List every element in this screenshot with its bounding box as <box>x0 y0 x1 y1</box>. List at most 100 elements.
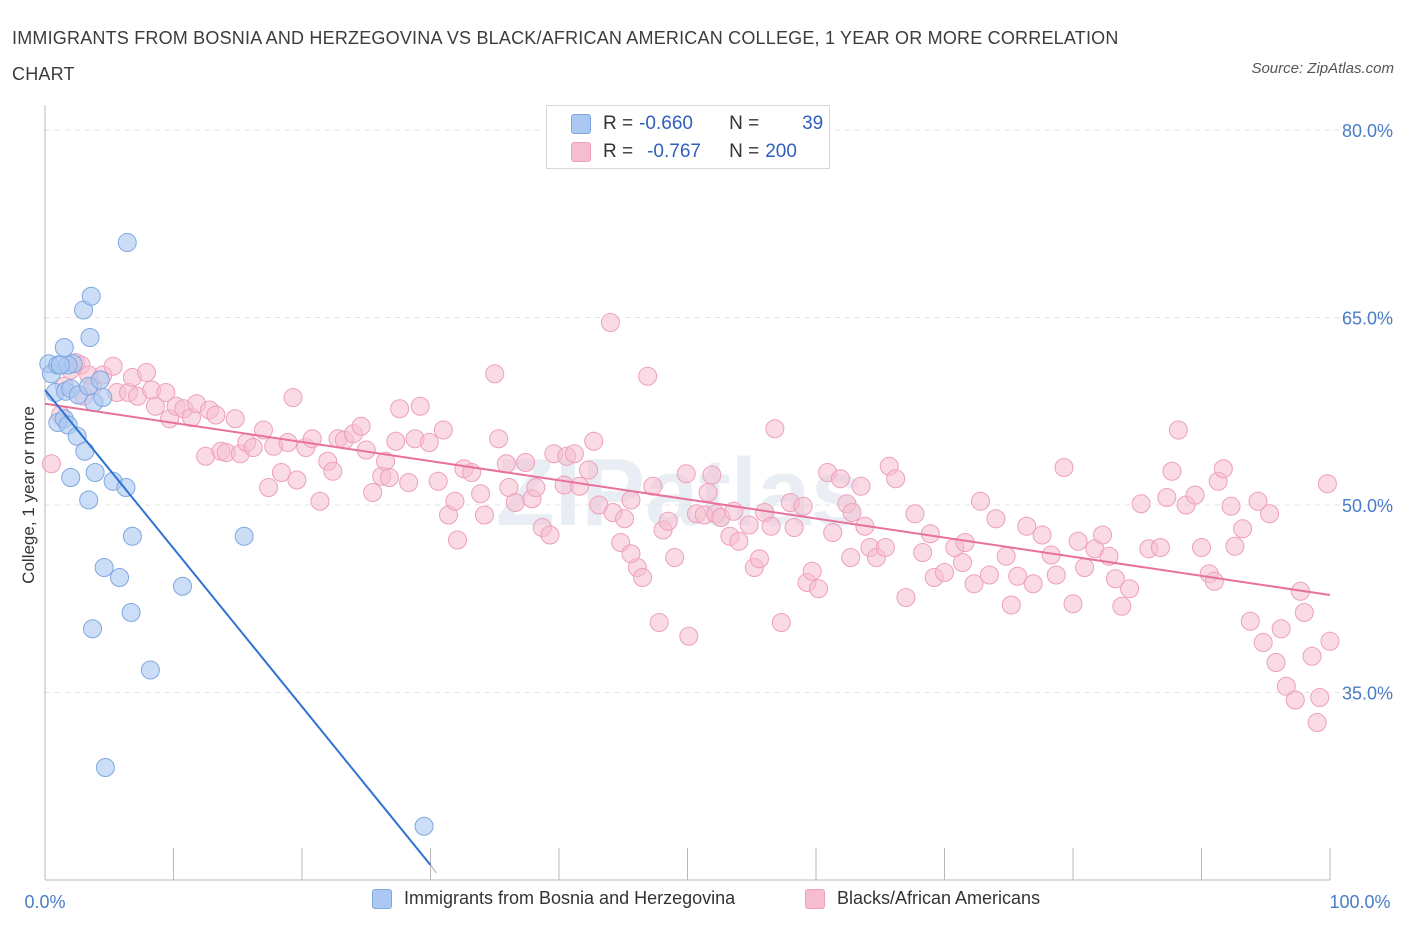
pink-point <box>913 543 933 562</box>
pink-point <box>410 396 430 416</box>
blue-point <box>67 426 87 446</box>
pink-point <box>964 574 984 594</box>
pink-point <box>433 420 453 440</box>
pink-point <box>1285 690 1305 710</box>
legend-n-label: N = <box>729 113 760 134</box>
pink-point <box>1017 516 1037 536</box>
pink-trend-line <box>44 402 1331 596</box>
pink-point <box>1150 538 1170 557</box>
pink-point <box>103 356 123 376</box>
pink-point <box>698 483 718 502</box>
pink-point <box>310 491 330 511</box>
pink-point <box>1008 566 1028 586</box>
pink-point <box>765 419 785 439</box>
pink-point <box>1248 491 1268 511</box>
pink-point <box>621 490 641 510</box>
pink-point <box>905 504 925 524</box>
trend-lines <box>44 389 1331 874</box>
pink-point <box>485 364 505 384</box>
y-tick-label: 65.0% <box>1342 309 1393 329</box>
pink-point <box>842 503 862 522</box>
pink-point <box>1157 488 1177 507</box>
pink-point <box>649 613 669 632</box>
pink-point <box>633 568 653 587</box>
pink-point <box>1302 646 1322 666</box>
pink-point <box>851 476 871 496</box>
pink-point <box>1162 461 1182 481</box>
pink-point <box>1266 653 1286 672</box>
pink-point <box>243 438 263 457</box>
legend-row-blue: R = -0.660 N = 39 <box>571 111 823 137</box>
pink-point <box>1225 536 1245 556</box>
legend-r-label: R = <box>603 141 634 162</box>
pink-point <box>1276 676 1296 696</box>
pink-point <box>505 493 525 512</box>
pink-point <box>570 476 590 496</box>
pink-point <box>259 478 279 497</box>
gridlines <box>45 129 1390 693</box>
pink-point <box>823 523 843 542</box>
pink-point <box>970 491 990 511</box>
y-axis-label: College, 1 year or more <box>19 406 38 584</box>
pink-point <box>1075 558 1095 577</box>
pink-point <box>351 416 371 436</box>
pink-point <box>287 470 307 490</box>
blue-point <box>83 619 103 639</box>
pink-point <box>363 483 383 502</box>
blue-point <box>61 468 81 487</box>
blue-point <box>414 816 434 836</box>
pink-point <box>1307 713 1327 732</box>
pink-point <box>1093 525 1113 545</box>
pink-point <box>1240 611 1260 631</box>
legend-r-value: -0.767 <box>647 141 701 162</box>
blue-point <box>121 603 141 622</box>
pink-point <box>1213 459 1233 479</box>
pink-point <box>1192 538 1211 557</box>
pink-point <box>749 549 769 569</box>
pink-point <box>1068 531 1088 551</box>
pink-point <box>1054 458 1074 477</box>
pink-point <box>643 476 663 496</box>
pink-point <box>225 409 245 429</box>
legend-n-label: N = <box>729 141 760 162</box>
y-tick-labels: 80.0% 65.0% 50.0% 35.0% <box>1342 121 1393 704</box>
pink-point <box>1131 494 1151 514</box>
blue-trend-line <box>44 389 432 866</box>
pink-point <box>1112 596 1132 616</box>
x-tick-label: 100.0% <box>1329 892 1390 912</box>
pink-point <box>471 484 491 504</box>
pink-point <box>447 530 467 550</box>
pink-point <box>1023 574 1043 594</box>
blue-point <box>140 660 160 680</box>
blue-point <box>117 233 137 252</box>
blue-point <box>95 758 115 777</box>
legend-item-bosnia: Immigrants from Bosnia and Herzegovina <box>372 888 735 909</box>
blue-point <box>122 526 142 546</box>
pink-point <box>379 468 399 487</box>
pink-point <box>496 454 516 474</box>
blue-point <box>93 388 113 407</box>
pink-point <box>1253 633 1273 652</box>
blue-point <box>75 441 95 461</box>
pink-point <box>271 463 291 482</box>
legend-label: Blacks/African Americans <box>837 888 1041 908</box>
pink-point <box>996 546 1016 566</box>
blue-point <box>172 576 192 596</box>
x-tick-labels: 0.0% 100.0% <box>24 892 1390 912</box>
pink-point <box>658 511 678 531</box>
chart-title: IMMIGRANTS FROM BOSNIA AND HERZEGOVINA V… <box>12 28 1119 84</box>
pink-point <box>1320 631 1340 651</box>
pink-point <box>615 509 635 529</box>
pink-point <box>1032 525 1052 545</box>
pink-point <box>579 460 599 480</box>
pink-point <box>761 516 781 536</box>
pink-point <box>419 433 439 452</box>
pink-point <box>875 538 895 557</box>
pink-point <box>156 383 176 402</box>
legend-n-value: 200 <box>765 141 797 162</box>
pink-swatch <box>571 142 591 162</box>
y-tick-label: 80.0% <box>1342 121 1393 141</box>
pink-point <box>1221 496 1241 516</box>
pink-point <box>1294 603 1314 622</box>
blue-series-points <box>39 233 434 836</box>
